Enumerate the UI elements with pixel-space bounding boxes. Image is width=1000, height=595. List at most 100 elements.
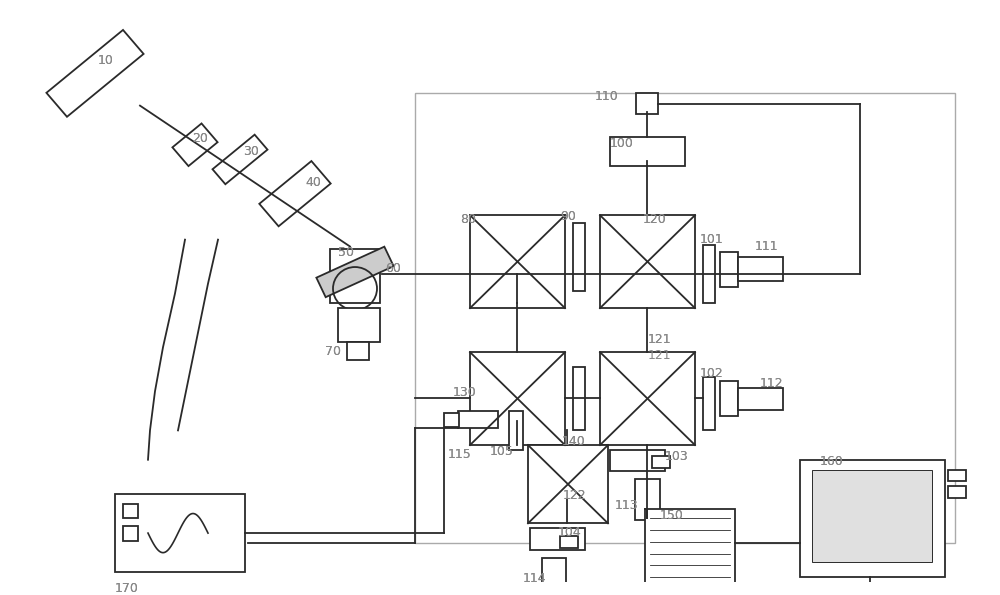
Polygon shape [703, 245, 715, 303]
Text: 112: 112 [760, 377, 784, 390]
Text: 140: 140 [562, 436, 586, 448]
Text: 113: 113 [615, 499, 639, 512]
Polygon shape [172, 123, 218, 166]
Polygon shape [415, 93, 955, 543]
Polygon shape [444, 413, 459, 427]
Polygon shape [458, 411, 498, 428]
Text: 101: 101 [700, 233, 724, 246]
Polygon shape [470, 215, 565, 308]
Text: 160: 160 [820, 455, 844, 468]
Text: 111: 111 [755, 240, 779, 253]
Polygon shape [738, 389, 783, 410]
Text: 40: 40 [305, 176, 321, 189]
Text: 20: 20 [192, 132, 208, 145]
Text: 100: 100 [610, 137, 634, 150]
Text: 130: 130 [453, 386, 477, 399]
Text: 110: 110 [595, 90, 619, 103]
Text: 114: 114 [523, 572, 547, 585]
Text: 120: 120 [643, 213, 667, 226]
Text: 80: 80 [460, 213, 476, 226]
Text: 10: 10 [98, 54, 114, 67]
Text: 70: 70 [325, 345, 341, 358]
Text: 104: 104 [558, 526, 582, 539]
Polygon shape [636, 93, 658, 114]
Polygon shape [530, 528, 585, 550]
Text: 170: 170 [115, 582, 139, 595]
Polygon shape [115, 494, 245, 572]
Text: 120: 120 [643, 213, 667, 226]
Text: 20: 20 [192, 132, 208, 145]
Text: 130: 130 [453, 386, 477, 399]
Polygon shape [330, 249, 380, 303]
Polygon shape [948, 469, 966, 481]
Text: 101: 101 [700, 233, 724, 246]
Text: 170: 170 [115, 582, 139, 595]
Polygon shape [800, 460, 945, 577]
Text: 60: 60 [385, 262, 401, 275]
Polygon shape [560, 536, 578, 548]
Polygon shape [470, 352, 565, 445]
Text: 114: 114 [523, 572, 547, 585]
Polygon shape [316, 247, 394, 297]
Text: 160: 160 [820, 455, 844, 468]
Text: 150: 150 [660, 509, 684, 522]
Polygon shape [600, 352, 695, 445]
Text: 103: 103 [665, 450, 689, 463]
Text: 50: 50 [338, 246, 354, 259]
Text: 112: 112 [760, 377, 784, 390]
Text: 103: 103 [665, 450, 689, 463]
Polygon shape [347, 342, 369, 360]
Polygon shape [703, 377, 715, 430]
Polygon shape [542, 558, 566, 595]
Text: 122: 122 [563, 489, 587, 502]
Text: 50: 50 [338, 246, 354, 259]
Text: 111: 111 [755, 240, 779, 253]
Polygon shape [738, 257, 783, 281]
Polygon shape [123, 504, 138, 518]
Text: 100: 100 [610, 137, 634, 150]
Polygon shape [610, 450, 665, 471]
Text: 70: 70 [325, 345, 341, 358]
Text: 102: 102 [700, 367, 724, 380]
Polygon shape [46, 30, 144, 117]
Text: 150: 150 [660, 509, 684, 522]
Polygon shape [259, 161, 331, 226]
Text: 115: 115 [448, 448, 472, 461]
Text: 102: 102 [700, 367, 724, 380]
Polygon shape [720, 252, 738, 287]
Text: 30: 30 [243, 145, 259, 158]
Text: 104: 104 [558, 526, 582, 539]
Text: 121: 121 [648, 333, 672, 346]
Text: 110: 110 [595, 90, 619, 103]
Polygon shape [573, 223, 585, 292]
Polygon shape [948, 486, 966, 498]
Polygon shape [213, 134, 267, 184]
Polygon shape [635, 480, 660, 521]
Text: 90: 90 [560, 210, 576, 223]
Polygon shape [610, 137, 685, 166]
Text: 105: 105 [490, 445, 514, 458]
Text: 121: 121 [648, 333, 672, 346]
Polygon shape [720, 381, 738, 416]
Polygon shape [509, 411, 523, 450]
Text: 113: 113 [615, 499, 639, 512]
Text: 122: 122 [563, 489, 587, 502]
Text: 60: 60 [385, 262, 401, 275]
Text: 115: 115 [448, 448, 472, 461]
Polygon shape [123, 526, 138, 541]
Polygon shape [812, 469, 932, 562]
Text: 40: 40 [305, 176, 321, 189]
Text: 30: 30 [243, 145, 259, 158]
Polygon shape [645, 509, 735, 595]
Polygon shape [528, 445, 608, 524]
Text: 121: 121 [648, 349, 672, 362]
Text: 80: 80 [460, 213, 476, 226]
Text: 105: 105 [490, 445, 514, 458]
Polygon shape [573, 367, 585, 430]
Polygon shape [338, 308, 380, 342]
Text: 140: 140 [562, 436, 586, 448]
Polygon shape [600, 215, 695, 308]
Text: 90: 90 [560, 210, 576, 223]
Polygon shape [652, 456, 670, 468]
Text: 10: 10 [98, 54, 114, 67]
